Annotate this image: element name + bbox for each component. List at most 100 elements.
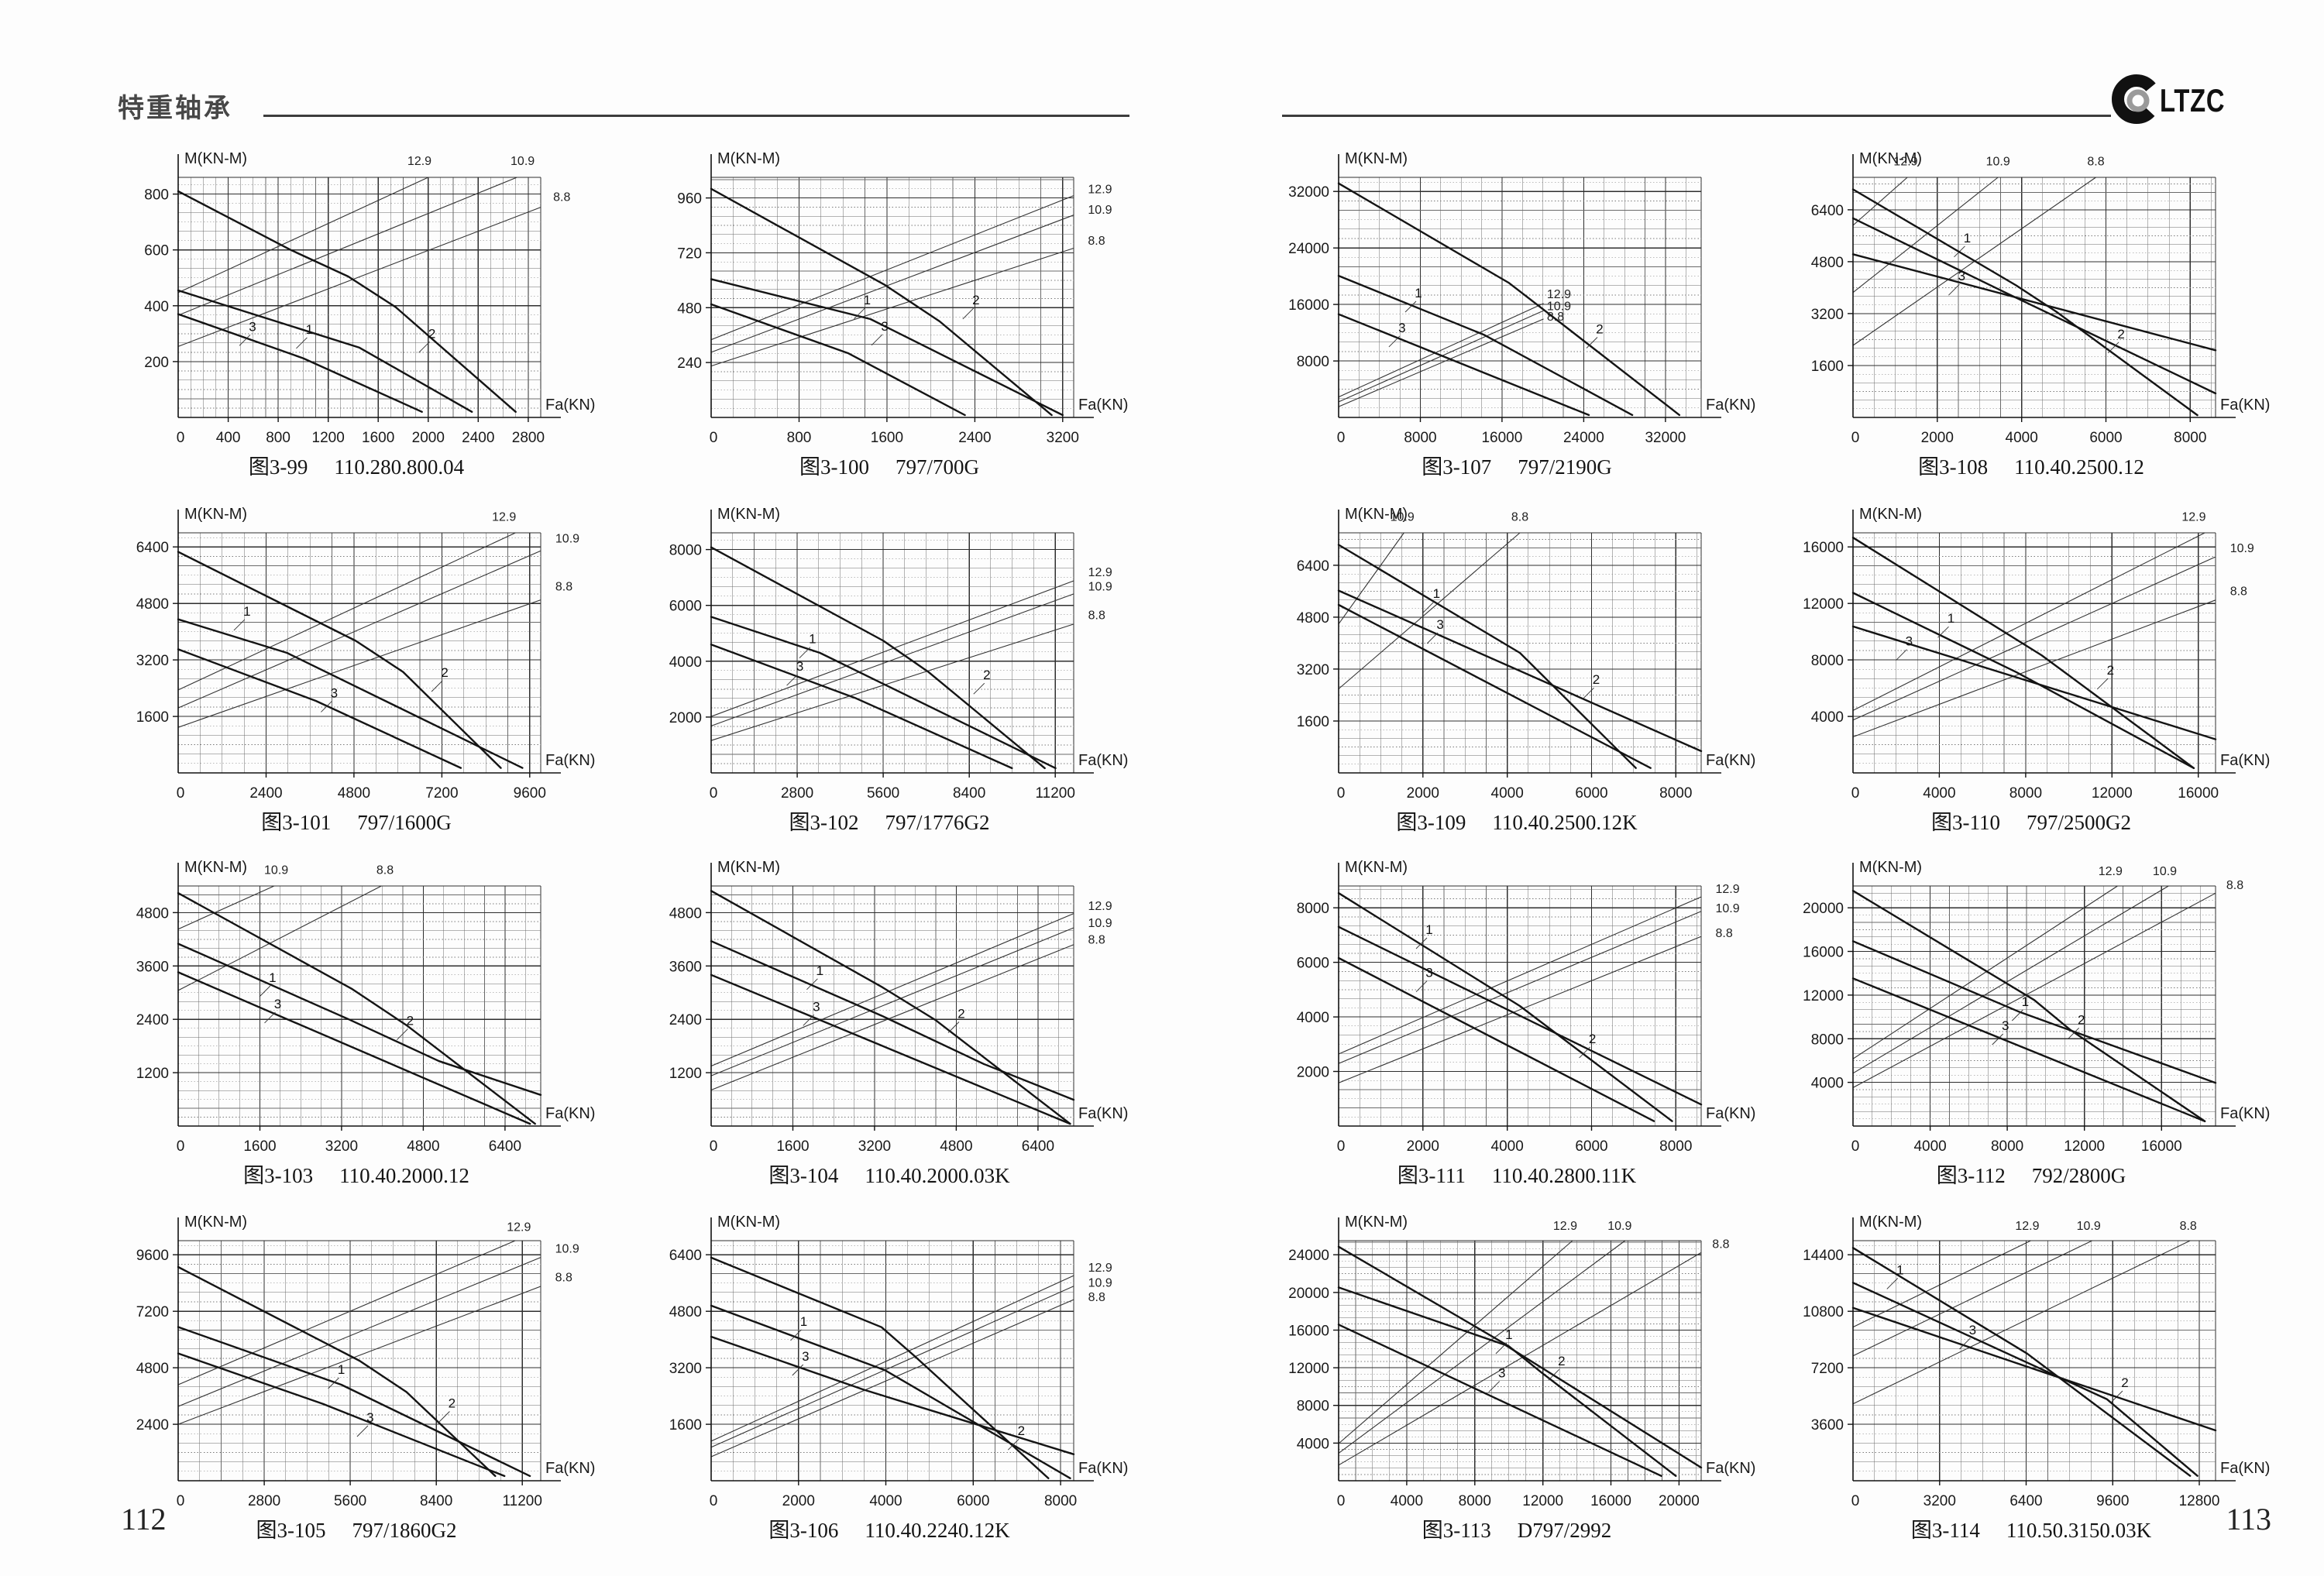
chart-caption: 图3-103 110.40.2000.12 <box>116 1159 596 1189</box>
svg-text:M(KN-M): M(KN-M) <box>184 506 247 523</box>
chart-caption: 图3-99 110.280.800.04 <box>116 450 596 480</box>
svg-text:1600: 1600 <box>1811 359 1844 375</box>
svg-text:4000: 4000 <box>1913 1138 1946 1155</box>
chart-3-110: 12.9 10.9 8.8 1 2 3 4000 8000 12000 16000 0 4000 800… <box>1791 497 2271 846</box>
svg-text:4000: 4000 <box>1297 1010 1329 1026</box>
svg-text:M(KN-M): M(KN-M) <box>1345 1214 1408 1231</box>
svg-text:3: 3 <box>1425 966 1432 980</box>
svg-text:16000: 16000 <box>1590 1493 1631 1509</box>
svg-text:12.9: 12.9 <box>1553 1220 1577 1233</box>
chart-svg: 12.9 10.9 8.8 1 2 3 200 400 600 800 0 400 800 1200 160… <box>144 150 595 446</box>
svg-text:6400: 6400 <box>489 1138 521 1155</box>
load-curves: 1 2 3 <box>1851 188 2217 417</box>
svg-text:6000: 6000 <box>669 599 702 615</box>
svg-text:3: 3 <box>1906 634 1913 649</box>
svg-text:4800: 4800 <box>136 596 169 613</box>
svg-text:Fa(KN): Fa(KN) <box>2220 752 2270 769</box>
chart-caption-fig: 图3-110 <box>1931 811 2000 834</box>
chart-grid <box>1339 885 1702 1126</box>
svg-text:4000: 4000 <box>1811 1076 1844 1092</box>
svg-text:8000: 8000 <box>1404 430 1436 446</box>
svg-text:4000: 4000 <box>1297 1436 1329 1452</box>
svg-text:2: 2 <box>407 1014 414 1028</box>
svg-text:0: 0 <box>1851 430 1860 446</box>
svg-text:2: 2 <box>2117 327 2124 342</box>
svg-text:12000: 12000 <box>2092 785 2133 802</box>
load-curves: 1 2 3 <box>177 1265 531 1478</box>
svg-text:M(KN-M): M(KN-M) <box>184 150 247 167</box>
svg-text:2400: 2400 <box>136 1012 169 1028</box>
svg-text:8.8: 8.8 <box>2180 1220 2197 1233</box>
chart-3-113: 12.9 10.9 8.8 1 2 3 4000 8000 12000 16000 20000 240… <box>1277 1205 1757 1554</box>
chart-caption-model: 797/2190G <box>1518 455 1612 479</box>
svg-text:1600: 1600 <box>1297 714 1329 730</box>
chart-grid <box>1339 177 1702 417</box>
svg-text:1: 1 <box>1415 286 1422 300</box>
chart-svg: 12.9 10.9 8.8 1 2 3 1200 2400 3600 4800 0 1600 3200 4… <box>669 859 1129 1155</box>
chart-svg: 12.910.9 8.8 1 2 3 1600 3200 4800 6400 0 2000 4000 6… <box>669 1214 1129 1509</box>
chart-axes: 2000 4000 6000 8000 0 2800 5600 8400 11200 M(KN-M… <box>669 506 1129 802</box>
svg-text:3200: 3200 <box>1297 662 1329 678</box>
chart-svg: 12.9 10.9 8.8 1 2 3 4000 8000 12000 16000 0 4000 800… <box>1803 506 2270 802</box>
chart-grid <box>711 1240 1074 1481</box>
svg-text:7200: 7200 <box>136 1304 169 1320</box>
chart-grid <box>1853 885 2216 1126</box>
chart-axes: 3600 7200 10800 14400 0 3200 6400 9600 12800 M(KN… <box>1803 1214 2270 1509</box>
svg-text:3200: 3200 <box>1047 430 1079 446</box>
svg-text:8000: 8000 <box>1459 1493 1491 1509</box>
svg-text:1200: 1200 <box>312 430 345 446</box>
chart-caption-model: 797/2500G2 <box>2027 811 2131 834</box>
svg-text:0: 0 <box>1337 1493 1346 1509</box>
svg-text:12.9: 12.9 <box>1088 184 1112 197</box>
svg-text:10.9: 10.9 <box>1088 204 1112 217</box>
chart-axes: 1200 2400 3600 4800 0 1600 3200 4800 6400 M(KN-M)… <box>136 859 596 1155</box>
svg-text:8.8: 8.8 <box>376 864 394 877</box>
svg-text:3200: 3200 <box>325 1138 358 1155</box>
svg-text:12.9: 12.9 <box>2099 865 2123 878</box>
svg-text:1: 1 <box>1964 231 1971 245</box>
svg-text:16000: 16000 <box>2141 1138 2182 1155</box>
chart-caption-model: 797/1776G2 <box>885 811 990 834</box>
chart-3-109: 10.9 8.8 1 2 3 1600 3200 4800 6400 0 2000 4000 6000 8… <box>1277 497 1757 846</box>
chart-caption: 图3-104 110.40.2000.03K <box>649 1159 1129 1189</box>
chart-axes: 1200 2400 3600 4800 0 1600 3200 4800 6400 M(KN-M)… <box>669 859 1129 1155</box>
page-number-right: 113 <box>2226 1502 2271 1537</box>
svg-text:M(KN-M): M(KN-M) <box>1859 859 1922 876</box>
svg-text:2: 2 <box>957 1007 964 1021</box>
svg-text:2: 2 <box>972 293 979 307</box>
chart-caption-fig: 图3-109 <box>1396 811 1466 834</box>
svg-text:6000: 6000 <box>2089 430 2122 446</box>
svg-text:2800: 2800 <box>248 1493 280 1509</box>
grade-lines: 12.910.98.8 <box>710 900 1112 1091</box>
chart-axes: 200 400 600 800 0 400 800 1200 1600 2000 2400 2800 M… <box>144 150 595 446</box>
chart-svg: 10.9 8.8 1 2 3 1600 3200 4800 6400 0 2000 4000 6000 8… <box>1297 506 1756 802</box>
svg-text:1: 1 <box>306 322 313 337</box>
svg-text:1600: 1600 <box>362 430 394 446</box>
chart-caption: 图3-107 797/2190G <box>1277 450 1757 480</box>
logo-text: LTZC <box>2160 82 2225 118</box>
load-curves: 1 2 3 <box>1851 1247 2217 1477</box>
svg-text:Fa(KN): Fa(KN) <box>545 752 595 769</box>
chart-axes: 1600 3200 4800 6400 0 2000 4000 6000 8000 M(KN-M)… <box>1811 150 2271 446</box>
grade-lines: 12.910.98.8 <box>1852 511 2254 738</box>
svg-text:800: 800 <box>144 187 169 204</box>
svg-text:M(KN-M): M(KN-M) <box>717 1214 780 1231</box>
chart-3-103: 10.9 8.8 1 2 3 1200 2400 3600 4800 0 1600 3200 4800 6… <box>116 850 596 1199</box>
grade-lines: 12.910.98.8 <box>710 1262 1112 1458</box>
svg-text:9600: 9600 <box>136 1248 169 1264</box>
chart-caption-model: 797/700G <box>896 455 979 479</box>
svg-text:12.9: 12.9 <box>2015 1220 2039 1233</box>
svg-text:M(KN-M): M(KN-M) <box>1345 506 1408 523</box>
svg-text:12.9: 12.9 <box>507 1221 531 1234</box>
svg-text:16000: 16000 <box>1803 945 1844 961</box>
svg-text:16000: 16000 <box>1481 430 1522 446</box>
svg-text:8.8: 8.8 <box>2226 879 2243 892</box>
svg-text:M(KN-M): M(KN-M) <box>717 150 780 167</box>
chart-axes: 4000 8000 12000 16000 0 4000 8000 12000 16000 M(K… <box>1803 506 2270 802</box>
chart-svg: 12.9 10.9 8.8 1 2 3 2000 4000 6000 8000 0 2000 4000 6… <box>1297 859 1756 1155</box>
svg-text:6000: 6000 <box>957 1493 989 1509</box>
svg-text:8000: 8000 <box>1811 653 1844 669</box>
